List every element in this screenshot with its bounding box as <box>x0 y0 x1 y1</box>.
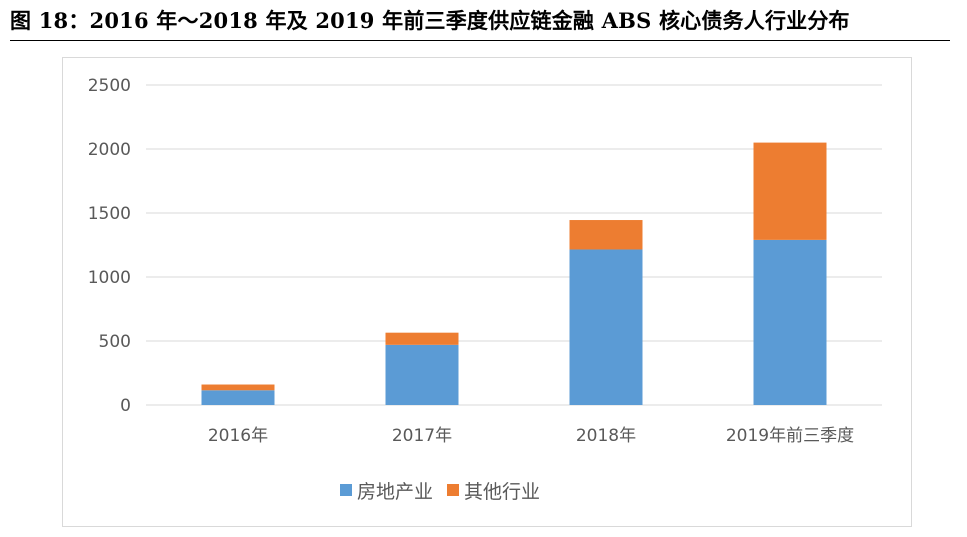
bar-segment-real-estate <box>201 390 275 405</box>
legend-item-other: 其他行业 <box>447 477 540 504</box>
bar-segment-other <box>385 332 459 345</box>
figure-title: 图 18：2016 年～2018 年及 2019 年前三季度供应链金融 ABS … <box>10 8 850 33</box>
y-tick-label: 1000 <box>88 268 131 288</box>
y-tick-label: 2500 <box>88 76 131 96</box>
legend: 房地产业 其他行业 <box>340 476 640 504</box>
y-tick-label: 500 <box>99 332 131 352</box>
x-tick-label: 2018年 <box>576 426 636 446</box>
y-axis-ticks: 0 500 1000 1500 2000 2500 <box>88 76 131 416</box>
bars <box>201 142 827 405</box>
y-tick-label: 0 <box>120 396 131 416</box>
bar-segment-other <box>201 384 275 391</box>
y-tick-label: 2000 <box>88 140 131 160</box>
x-tick-label: 2019年前三季度 <box>726 426 854 446</box>
legend-item-real-estate: 房地产业 <box>340 477 433 504</box>
legend-swatch-other <box>447 484 460 496</box>
x-tick-label: 2017年 <box>392 426 452 446</box>
legend-label-real-estate: 房地产业 <box>357 480 434 503</box>
legend-label-other: 其他行业 <box>464 480 541 503</box>
bar-segment-real-estate <box>569 249 643 405</box>
legend-swatch-real-estate <box>340 484 352 496</box>
bar-segment-real-estate <box>385 344 459 405</box>
y-tick-label: 1500 <box>88 204 131 224</box>
bar-segment-other <box>753 142 827 240</box>
title-underline <box>10 40 950 41</box>
bar-segment-real-estate <box>753 239 827 405</box>
bar-segment-other <box>569 220 643 250</box>
x-axis-ticks: 2016年 2017年 2018年 2019年前三季度 <box>208 426 854 446</box>
x-tick-label: 2016年 <box>208 426 268 446</box>
